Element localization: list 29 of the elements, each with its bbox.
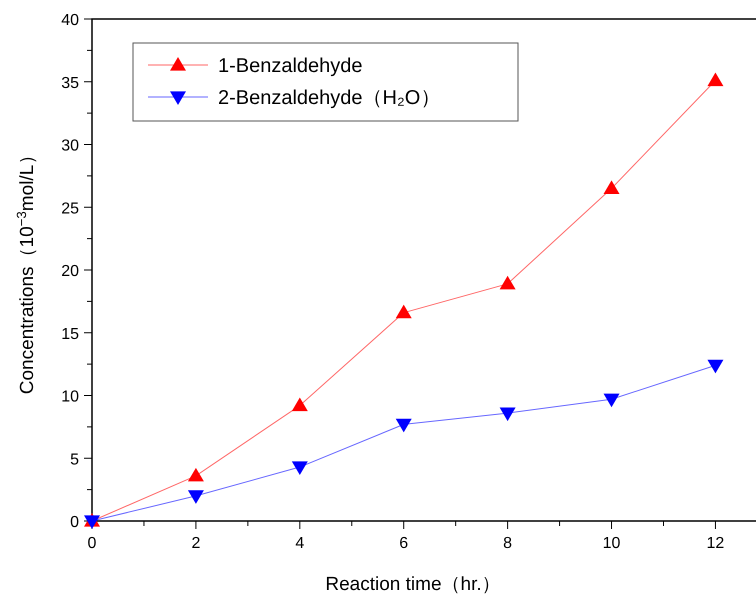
- y-tick-label: 10: [61, 388, 80, 406]
- x-tick-label: 2: [191, 535, 200, 552]
- legend-label: 1-Benzaldehyde: [218, 55, 363, 77]
- point: [500, 407, 516, 422]
- point: [604, 394, 620, 408]
- y-tick-label: 0: [70, 514, 80, 531]
- point: [396, 418, 412, 432]
- x-tick-label: 12: [706, 535, 724, 552]
- point: [396, 304, 412, 318]
- point: [292, 461, 308, 476]
- y-tick-label: 5: [70, 451, 80, 468]
- x-tick-label: 6: [399, 535, 408, 552]
- x-tick-label: 0: [88, 535, 97, 552]
- x-axis-title: Reaction time（hr.）: [325, 574, 501, 595]
- x-tick-label: 10: [602, 535, 621, 552]
- x-tick-label: 4: [295, 535, 304, 552]
- legend-label: 2-Benzaldehyde（H₂O）: [218, 87, 440, 109]
- y-tick-label: 15: [61, 326, 80, 343]
- point: [707, 72, 724, 86]
- y-tick-label: 40: [61, 12, 80, 29]
- point: [604, 180, 620, 194]
- y-tick-label: 35: [61, 74, 80, 92]
- point: [188, 490, 204, 504]
- point: [500, 276, 516, 290]
- y-tick-label: 20: [61, 263, 80, 280]
- x-tick-label: 8: [503, 535, 512, 552]
- point: [707, 360, 724, 374]
- y-tick-label: 25: [61, 200, 80, 218]
- y-tick-label: 30: [61, 138, 80, 154]
